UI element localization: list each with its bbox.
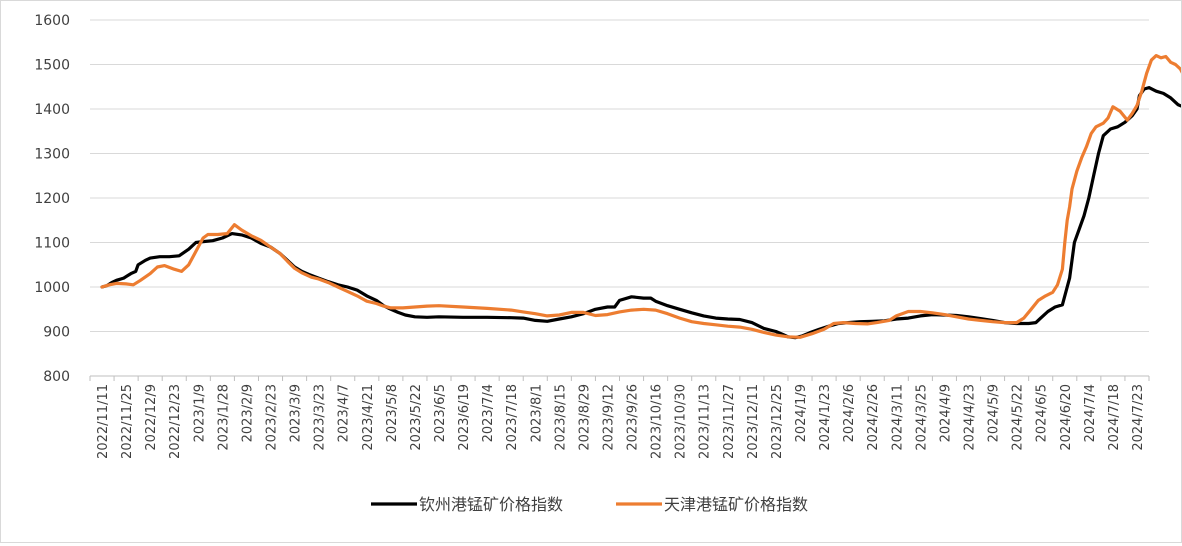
x-tick-label: 2023/11/27 xyxy=(722,384,737,459)
x-tick-label: 2024/7/23 xyxy=(1131,384,1146,451)
x-tick-label: 2024/5/22 xyxy=(1011,384,1026,451)
x-tick-label: 2024/3/11 xyxy=(890,384,905,451)
x-tick-label: 2023/6/19 xyxy=(457,384,472,451)
y-tick-label: 1400 xyxy=(34,102,70,118)
x-tick-label: 2024/4/9 xyxy=(938,384,953,442)
x-tick-label: 2022/12/9 xyxy=(144,384,159,451)
x-axis: 2022/11/11 2022/11/25 2022/12/9 2022/12/23 2… xyxy=(89,375,1150,459)
x-tick-label: 2023/2/23 xyxy=(265,384,280,451)
x-tick-label: 2024/7/4 xyxy=(1083,384,1098,442)
y-tick-label: 1000 xyxy=(34,280,70,296)
x-tick-label: 2023/8/1 xyxy=(529,384,544,442)
x-tick-label: 2023/11/13 xyxy=(698,384,713,459)
y-tick-label: 1500 xyxy=(34,58,70,74)
legend-label-0: 钦州港锰矿价格指数 xyxy=(419,495,563,514)
x-tick-label: 2023/7/18 xyxy=(505,384,520,451)
x-tick-label: 2023/9/12 xyxy=(601,384,616,451)
x-tick-label: 2023/8/15 xyxy=(553,384,568,451)
x-tick-label: 2024/3/25 xyxy=(914,384,929,451)
x-tick-label: 2024/7/18 xyxy=(1107,384,1122,451)
x-tick-label: 2023/5/22 xyxy=(409,384,424,451)
x-tick-label: 2024/2/6 xyxy=(842,384,857,442)
x-tick-label: 2023/4/21 xyxy=(361,384,376,451)
x-tick-label: 2023/10/30 xyxy=(674,384,689,459)
x-tick-label: 2024/6/20 xyxy=(1059,384,1074,451)
y-tick-label: 800 xyxy=(43,369,70,385)
y-tick-label: 1600 xyxy=(34,13,70,29)
x-tick-label: 2023/1/9 xyxy=(192,384,207,442)
x-tick-label: 2023/8/29 xyxy=(577,384,592,451)
y-tick-label: 1100 xyxy=(34,236,70,252)
x-tick-label: 2023/7/4 xyxy=(481,384,496,442)
x-tick-label: 2023/2/9 xyxy=(240,384,255,442)
x-tick-label: 2022/12/23 xyxy=(168,384,183,459)
x-tick-label: 2023/6/5 xyxy=(433,384,448,442)
series-line-0 xyxy=(100,86,1182,340)
x-tick-label: 2023/9/26 xyxy=(626,384,641,451)
x-tick-label: 2023/3/23 xyxy=(313,384,328,451)
x-tick-label: 2023/5/8 xyxy=(385,384,400,442)
y-tick-label: 900 xyxy=(43,325,70,341)
x-tick-label: 2024/6/5 xyxy=(1035,384,1050,442)
y-tick-label: 1200 xyxy=(34,191,70,207)
series-lines xyxy=(100,54,1182,340)
x-tick-label: 2023/3/9 xyxy=(289,384,304,442)
legend-label-1: 天津港锰矿价格指数 xyxy=(664,495,808,514)
x-tick-label: 2023/12/11 xyxy=(746,384,761,459)
series-line-1 xyxy=(100,54,1182,339)
y-tick-label: 1300 xyxy=(34,147,70,163)
x-tick-label: 2024/2/26 xyxy=(866,384,881,451)
x-tick-label: 2023/10/16 xyxy=(650,384,665,459)
x-tick-label: 2023/12/25 xyxy=(770,384,785,459)
x-tick-label: 2023/1/28 xyxy=(216,384,231,451)
y-axis: 800 900 1000 1100 1200 1300 1400 1500 1600 xyxy=(34,13,70,385)
x-tick-label: 2022/11/11 xyxy=(96,384,111,459)
x-tick-label: 2023/4/7 xyxy=(337,384,352,442)
x-tick-label: 2024/4/23 xyxy=(962,384,977,451)
legend: 钦州港锰矿价格指数 天津港锰矿价格指数 xyxy=(371,495,808,514)
x-tick-label: 2024/1/9 xyxy=(794,384,809,442)
x-tick-label: 2022/11/25 xyxy=(120,384,135,459)
x-tick-label: 2024/1/23 xyxy=(818,384,833,451)
x-tick-label: 2024/5/9 xyxy=(987,384,1002,442)
